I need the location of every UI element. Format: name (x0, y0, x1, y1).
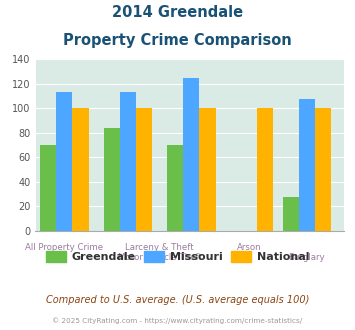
Bar (72, 109, 89, 231)
Legend: Greendale, Missouri, National: Greendale, Missouri, National (41, 247, 314, 267)
Bar (183, 78, 200, 231)
Bar (167, 145, 183, 231)
Text: Motor Vehicle Theft: Motor Vehicle Theft (118, 253, 202, 262)
Bar (104, 128, 120, 231)
Text: All Property Crime: All Property Crime (25, 243, 103, 252)
Text: Larceny & Theft: Larceny & Theft (125, 243, 194, 252)
Bar (299, 99, 315, 231)
Bar (283, 197, 299, 231)
Text: Property Crime Comparison: Property Crime Comparison (63, 33, 292, 48)
Bar (315, 109, 331, 231)
Bar (136, 109, 152, 231)
Text: 2014 Greendale: 2014 Greendale (112, 5, 243, 20)
Text: Burglary: Burglary (289, 253, 325, 262)
Bar (200, 109, 215, 231)
Bar (257, 109, 273, 231)
Bar (56, 92, 72, 231)
Text: © 2025 CityRating.com - https://www.cityrating.com/crime-statistics/: © 2025 CityRating.com - https://www.city… (53, 317, 302, 324)
Text: Arson: Arson (237, 243, 261, 252)
Bar (40, 145, 56, 231)
Text: Compared to U.S. average. (U.S. average equals 100): Compared to U.S. average. (U.S. average … (46, 295, 309, 305)
Bar (120, 92, 136, 231)
